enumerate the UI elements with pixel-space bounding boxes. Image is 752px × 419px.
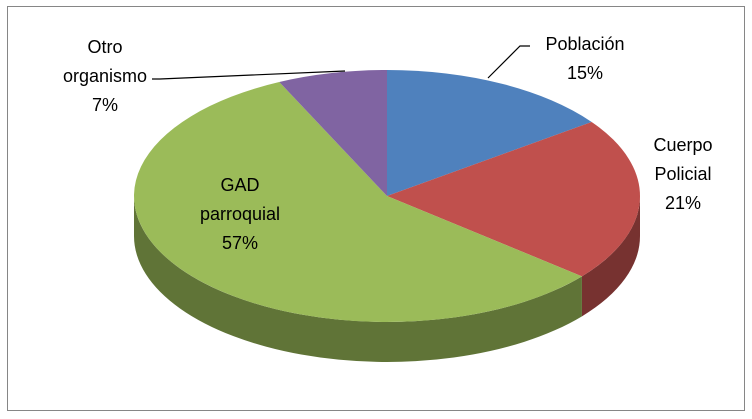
slice-label: GAD parroquial 57% bbox=[190, 171, 290, 258]
slice bbox=[387, 70, 592, 196]
category-label: Cuerpo Policial bbox=[653, 135, 713, 184]
slice bbox=[134, 81, 582, 322]
category-label: GAD parroquial bbox=[199, 175, 281, 224]
leader-line bbox=[487, 45, 530, 79]
value-label: 7% bbox=[91, 95, 118, 115]
slice-side bbox=[134, 196, 582, 363]
value-label: 15% bbox=[566, 63, 604, 83]
slice bbox=[279, 70, 387, 196]
slice-label: Cuerpo Policial 21% bbox=[643, 131, 723, 218]
slice-label: Población 15% bbox=[515, 30, 655, 88]
value-label: 21% bbox=[664, 193, 702, 213]
value-label: 57% bbox=[221, 233, 259, 253]
category-label: Población bbox=[545, 34, 625, 54]
leader-line bbox=[152, 70, 346, 80]
slice bbox=[387, 121, 640, 277]
slice-label: Otro organismo 7% bbox=[50, 33, 160, 120]
slice-side bbox=[581, 196, 641, 317]
category-label: Otro organismo bbox=[62, 37, 148, 86]
